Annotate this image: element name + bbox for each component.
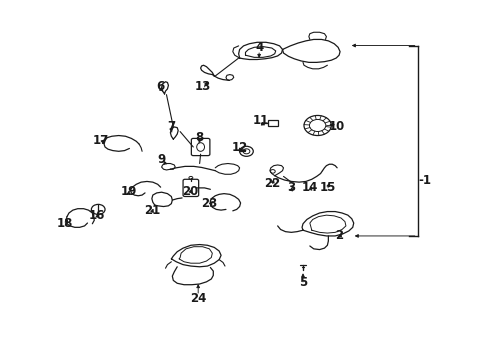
Text: 14: 14	[302, 181, 318, 194]
Text: 2: 2	[335, 229, 343, 242]
Bar	[267, 120, 277, 126]
Text: 10: 10	[328, 121, 345, 134]
Text: 15: 15	[319, 181, 335, 194]
Text: 4: 4	[254, 41, 263, 54]
Text: 7: 7	[167, 121, 175, 134]
Text: 11: 11	[252, 114, 268, 127]
Text: 8: 8	[195, 131, 203, 144]
Text: 22: 22	[263, 177, 279, 190]
Text: 17: 17	[92, 134, 108, 147]
Text: 24: 24	[190, 292, 206, 305]
Text: 13: 13	[195, 80, 211, 93]
Text: 3: 3	[286, 181, 295, 194]
Text: 20: 20	[182, 185, 198, 198]
Text: 5: 5	[298, 276, 306, 289]
Text: 19: 19	[120, 185, 136, 198]
Text: 12: 12	[231, 140, 247, 153]
Text: 18: 18	[57, 216, 73, 230]
Text: 9: 9	[157, 153, 165, 166]
Text: 16: 16	[89, 210, 105, 222]
Text: 6: 6	[156, 80, 164, 93]
Text: -1: -1	[418, 174, 430, 186]
Text: 23: 23	[201, 197, 217, 210]
Text: 21: 21	[143, 204, 160, 217]
